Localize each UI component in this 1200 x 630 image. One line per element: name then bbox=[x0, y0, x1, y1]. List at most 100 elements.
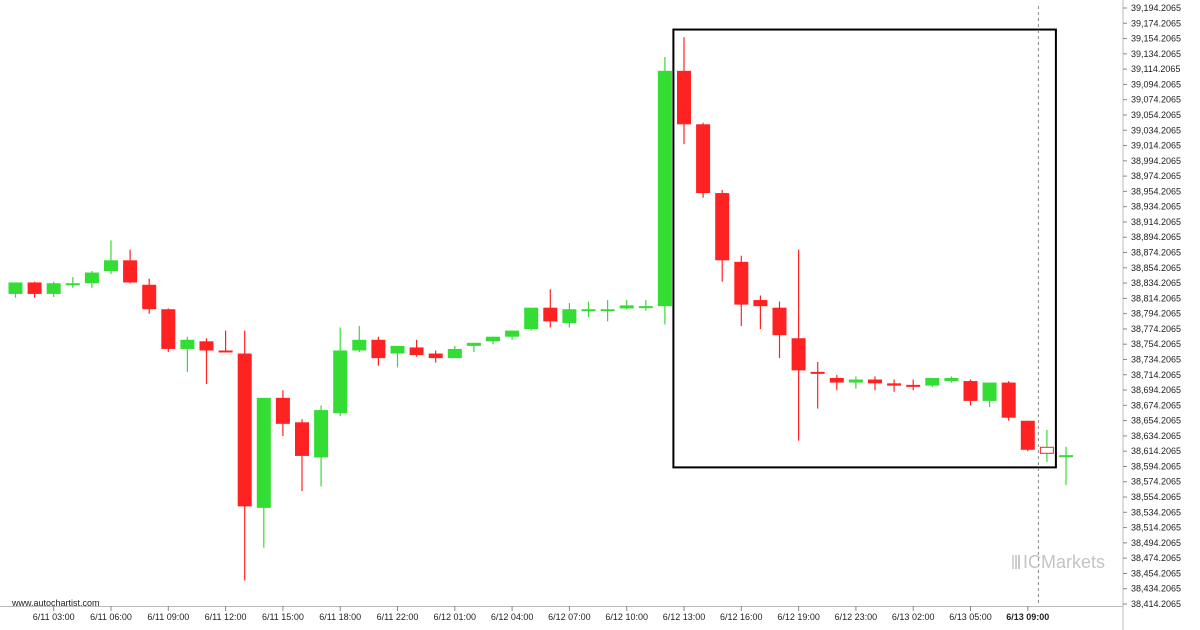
candle-body bbox=[295, 422, 309, 456]
candle-body bbox=[428, 353, 443, 359]
x-tick-label: 6/12 23:00 bbox=[835, 612, 878, 622]
candle-body bbox=[677, 70, 691, 125]
candle-body bbox=[982, 382, 997, 401]
candle bbox=[734, 255, 749, 327]
candle-body bbox=[352, 339, 367, 351]
candle bbox=[65, 277, 80, 288]
candle bbox=[638, 300, 653, 311]
x-tick-label: 6/11 12:00 bbox=[205, 612, 247, 622]
brand-prefix: IC bbox=[1023, 552, 1041, 572]
y-tick-label: 38,434.2065 bbox=[1131, 584, 1181, 594]
candle bbox=[486, 336, 500, 345]
candles bbox=[8, 37, 1073, 581]
candle-body bbox=[963, 381, 978, 401]
x-tick-label: 6/11 18:00 bbox=[319, 612, 361, 622]
candle bbox=[543, 289, 558, 328]
candle-body bbox=[1020, 420, 1035, 450]
candle bbox=[753, 295, 768, 330]
candle bbox=[409, 339, 424, 357]
candle bbox=[715, 190, 730, 282]
candle bbox=[1059, 446, 1073, 485]
y-tick-label: 38,874.2065 bbox=[1131, 248, 1181, 258]
overlays bbox=[672, 6, 1057, 606]
candle bbox=[600, 300, 615, 322]
x-tick-label: 6/11 03:00 bbox=[33, 612, 75, 622]
y-tick-label: 39,094.2065 bbox=[1131, 79, 1181, 89]
y-tick-label: 38,594.2065 bbox=[1131, 461, 1181, 471]
grid bbox=[0, 0, 1124, 630]
candle-body bbox=[84, 272, 99, 284]
y-tick-label: 39,114.2065 bbox=[1131, 64, 1180, 74]
candle bbox=[447, 345, 462, 359]
candle bbox=[352, 326, 367, 353]
x-tick-label: 6/12 01:00 bbox=[434, 612, 477, 622]
candle-body bbox=[810, 371, 825, 374]
candle bbox=[27, 281, 42, 298]
y-tick-label: 38,994.2065 bbox=[1131, 156, 1181, 166]
y-tick-label: 38,794.2065 bbox=[1131, 309, 1181, 319]
candle bbox=[390, 345, 405, 368]
candle-body bbox=[314, 410, 329, 458]
candle-body bbox=[1059, 455, 1073, 458]
candle bbox=[199, 338, 214, 385]
candle-body bbox=[256, 397, 271, 508]
candle bbox=[466, 342, 481, 353]
y-tick-label: 39,034.2065 bbox=[1131, 125, 1181, 135]
x-tick-label: 6/11 06:00 bbox=[90, 612, 132, 622]
candle bbox=[982, 382, 997, 408]
candle bbox=[791, 249, 806, 441]
candle-body bbox=[27, 282, 42, 294]
x-tick-label: 6/12 13:00 bbox=[663, 612, 706, 622]
candle-body bbox=[638, 306, 653, 309]
y-tick-label: 38,774.2065 bbox=[1131, 324, 1181, 334]
candle bbox=[371, 336, 386, 366]
y-tick-label: 39,074.2065 bbox=[1131, 95, 1181, 105]
y-tick-label: 38,974.2065 bbox=[1131, 171, 1181, 181]
candle-body bbox=[906, 384, 921, 387]
x-tick-label: 6/11 22:00 bbox=[377, 612, 419, 622]
candle-body bbox=[199, 341, 214, 351]
candle bbox=[84, 271, 99, 288]
candle bbox=[772, 301, 787, 359]
candle bbox=[46, 281, 61, 297]
candle bbox=[8, 282, 23, 298]
site-label: www.autochartist.com bbox=[12, 598, 100, 608]
y-tick-label: 38,854.2065 bbox=[1131, 263, 1181, 273]
y-tick-label: 38,754.2065 bbox=[1131, 339, 1181, 349]
candle-body bbox=[390, 345, 405, 354]
candle-body bbox=[753, 300, 768, 307]
y-tick-label: 38,494.2065 bbox=[1131, 538, 1181, 548]
y-tick-label: 38,454.2065 bbox=[1131, 568, 1181, 578]
x-tick-label: 6/12 16:00 bbox=[720, 612, 763, 622]
y-tick-label: 38,694.2065 bbox=[1131, 385, 1181, 395]
y-tick-label: 38,414.2065 bbox=[1131, 599, 1181, 609]
candle bbox=[180, 336, 195, 372]
candle bbox=[256, 397, 271, 548]
candle-body bbox=[848, 379, 863, 383]
candle bbox=[581, 301, 596, 317]
candle-body bbox=[696, 124, 711, 194]
candle-body bbox=[371, 339, 386, 359]
candle-body bbox=[237, 353, 252, 507]
candle bbox=[657, 57, 672, 325]
y-tick-label: 38,574.2065 bbox=[1131, 477, 1181, 487]
candle bbox=[696, 122, 711, 198]
x-tick-label: 6/13 05:00 bbox=[949, 612, 992, 622]
candle bbox=[295, 419, 309, 492]
candle-body bbox=[65, 283, 80, 286]
candle-body bbox=[562, 309, 577, 323]
y-tick-label: 38,934.2065 bbox=[1131, 202, 1181, 212]
y-tick-label: 39,174.2065 bbox=[1131, 18, 1181, 28]
candle-body bbox=[1039, 446, 1054, 454]
candle-body bbox=[466, 342, 481, 346]
x-tick-label: 6/11 09:00 bbox=[147, 612, 189, 622]
candle bbox=[677, 37, 691, 145]
candle bbox=[829, 374, 844, 391]
candle-body bbox=[123, 260, 138, 283]
candle bbox=[123, 249, 138, 284]
candle-body bbox=[486, 336, 500, 342]
candle-body bbox=[944, 377, 959, 382]
x-tick-label: 6/12 19:00 bbox=[777, 612, 820, 622]
candle bbox=[142, 278, 157, 314]
y-tick-label: 38,954.2065 bbox=[1131, 186, 1181, 196]
